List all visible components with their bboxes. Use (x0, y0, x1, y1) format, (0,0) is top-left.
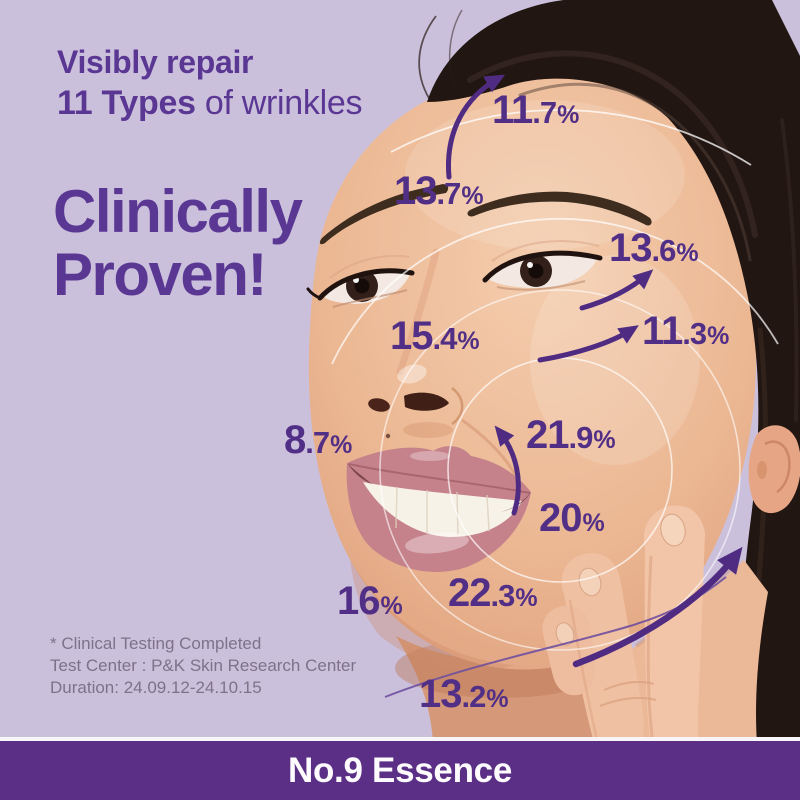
index-finger (643, 505, 705, 748)
stat-crows-feet: 13.6% (609, 226, 699, 270)
right-eyebrow (319, 184, 449, 245)
cheek-highlight (530, 255, 700, 465)
stat-chin: 16% (337, 579, 403, 623)
title-rest: of wrinkles (195, 84, 363, 122)
fingernail (578, 567, 602, 597)
stat-brow: 13.7% (394, 169, 484, 213)
contour-arcs (331, 109, 779, 651)
left-eyebrow (467, 191, 652, 226)
product-name: No.9 Essence (287, 750, 513, 790)
background-corner (772, 0, 800, 56)
nose (368, 248, 464, 439)
arrow-jawline (572, 546, 743, 668)
disclaimer-line3: Duration: 24.09.12-24.10.15 (50, 678, 262, 697)
stat-neck: 13.2% (419, 672, 509, 716)
title: 11 Types of wrinkles (57, 84, 362, 123)
face (306, 71, 757, 671)
stat-mouth-corner: 20% (539, 496, 605, 540)
disclaimer: * Clinical Testing Completed Test Center… (50, 633, 356, 699)
arrow-forehead (445, 74, 506, 180)
arrow-crows-feet (579, 269, 654, 311)
stat-under-eye: 11.3% (642, 309, 729, 353)
headline: Clinically Proven! (53, 178, 303, 308)
stat-forehead: 11.7% (492, 88, 579, 132)
headline-line1: Clinically (53, 178, 303, 245)
jaw-shadow (350, 560, 515, 671)
footer-bar: No.9 Essence (0, 741, 800, 800)
left-eye (482, 240, 603, 291)
footer-divider (0, 737, 800, 741)
stat-nasolabial: 21.9% (526, 413, 616, 457)
subtitle: Visibly repair (57, 44, 254, 80)
improvement-arrows (445, 74, 743, 668)
disclaimer-line1: * Clinical Testing Completed (50, 634, 262, 653)
fingernail (555, 622, 575, 646)
stat-cheek: 8.7% (284, 418, 352, 462)
title-bold: 11 Types (57, 84, 196, 122)
right-eye (306, 254, 415, 308)
beauty-mark (385, 433, 391, 439)
headline-line2: Proven! (53, 241, 267, 308)
teeth (363, 482, 522, 537)
disclaimer-line2: Test Center : P&K Skin Research Center (50, 656, 357, 675)
fingernail (660, 513, 686, 547)
arrow-nasolabial (494, 425, 521, 516)
ear (748, 425, 800, 514)
mouth (346, 446, 531, 572)
arrow-under-eye (537, 325, 639, 363)
stat-nose-bridge: 15.4% (390, 314, 480, 358)
stat-jawline: 22.3% (448, 571, 538, 615)
